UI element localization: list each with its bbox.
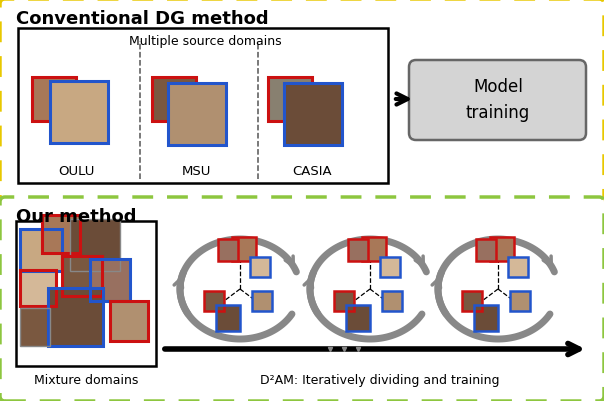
Bar xyxy=(474,305,498,331)
Bar xyxy=(382,291,402,311)
Bar xyxy=(90,259,130,301)
Bar xyxy=(20,270,56,306)
Bar xyxy=(348,239,368,261)
Bar xyxy=(152,78,196,122)
Bar xyxy=(232,237,256,261)
Text: CASIA: CASIA xyxy=(292,164,332,178)
Bar xyxy=(380,257,400,277)
Bar xyxy=(48,288,103,346)
Bar xyxy=(334,291,354,311)
Bar xyxy=(204,291,224,311)
Bar xyxy=(204,291,224,311)
Bar xyxy=(50,82,108,144)
Bar xyxy=(42,215,80,253)
Bar xyxy=(510,291,530,311)
Bar xyxy=(50,82,108,144)
Bar xyxy=(70,219,120,271)
Bar xyxy=(508,257,528,277)
FancyBboxPatch shape xyxy=(409,61,586,141)
FancyBboxPatch shape xyxy=(0,0,604,203)
FancyBboxPatch shape xyxy=(0,198,604,401)
Bar xyxy=(232,237,256,261)
Bar xyxy=(490,237,514,261)
Bar xyxy=(348,239,368,261)
Text: Mixture domains: Mixture domains xyxy=(34,373,138,386)
Bar xyxy=(218,239,238,261)
Bar xyxy=(42,215,80,253)
Bar xyxy=(152,78,196,122)
Text: Model
training: Model training xyxy=(466,78,530,121)
Bar xyxy=(252,291,272,311)
Bar xyxy=(20,229,62,271)
Bar xyxy=(20,229,62,271)
Bar xyxy=(510,291,530,311)
Bar xyxy=(362,237,386,261)
Bar xyxy=(168,84,226,146)
Bar xyxy=(70,219,120,271)
Text: D²AM: Iteratively dividing and training: D²AM: Iteratively dividing and training xyxy=(260,373,500,386)
Bar xyxy=(20,308,50,346)
Bar xyxy=(508,257,528,277)
Bar xyxy=(250,257,270,277)
Bar xyxy=(346,305,370,331)
Bar xyxy=(462,291,482,311)
Bar xyxy=(62,256,102,296)
Bar xyxy=(16,221,156,366)
Bar xyxy=(490,237,514,261)
Bar xyxy=(20,270,56,306)
Bar xyxy=(216,305,240,331)
Bar xyxy=(168,84,226,146)
Bar xyxy=(362,237,386,261)
Bar xyxy=(250,257,270,277)
Bar xyxy=(90,259,130,301)
Bar xyxy=(218,239,238,261)
Bar xyxy=(268,78,312,122)
Bar xyxy=(18,29,388,184)
Bar xyxy=(382,291,402,311)
Bar xyxy=(62,256,102,296)
Bar xyxy=(32,78,76,122)
Bar xyxy=(476,239,496,261)
Bar xyxy=(334,291,354,311)
Text: Our method: Our method xyxy=(16,207,137,225)
Bar xyxy=(268,78,312,122)
Text: Conventional DG method: Conventional DG method xyxy=(16,10,269,28)
Text: OULU: OULU xyxy=(58,164,94,178)
Bar xyxy=(216,305,240,331)
Bar xyxy=(284,84,342,146)
Bar xyxy=(110,301,148,341)
Text: Multiple source domains: Multiple source domains xyxy=(129,35,281,48)
Bar xyxy=(346,305,370,331)
Bar xyxy=(476,239,496,261)
Bar xyxy=(474,305,498,331)
Bar xyxy=(380,257,400,277)
Bar xyxy=(284,84,342,146)
Bar xyxy=(32,78,76,122)
Bar xyxy=(252,291,272,311)
Bar xyxy=(110,301,148,341)
Text: MSU: MSU xyxy=(181,164,211,178)
Bar xyxy=(20,308,50,346)
Bar xyxy=(48,288,103,346)
Bar xyxy=(462,291,482,311)
